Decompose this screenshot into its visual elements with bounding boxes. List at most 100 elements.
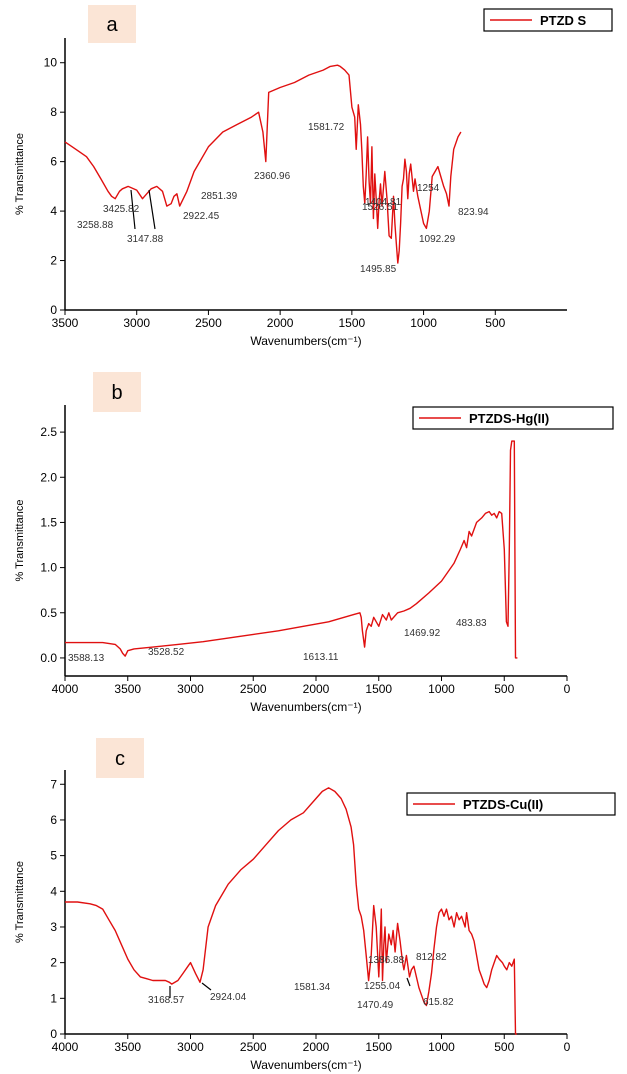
y-tick-label: 2 bbox=[50, 254, 57, 268]
x-tick-label: 2000 bbox=[303, 1040, 330, 1054]
x-axis-label: Wavenumbers(cm⁻¹) bbox=[250, 334, 361, 348]
x-axis-label: Wavenumbers(cm⁻¹) bbox=[250, 700, 361, 714]
x-tick-label: 4000 bbox=[52, 1040, 79, 1054]
y-axis-label: % Transmittance bbox=[14, 861, 26, 943]
x-tick-label: 1000 bbox=[428, 1040, 455, 1054]
peak-label-1581-72: 1581.72 bbox=[308, 122, 345, 133]
peak-label-3258-88: 3258.88 bbox=[77, 220, 114, 231]
annotation-leader-line bbox=[201, 982, 212, 991]
spectrum-line-a bbox=[64, 64, 462, 264]
y-tick-label: 2.0 bbox=[40, 470, 57, 484]
panel-c: c 0 1 2 3 4 5 6 7 4000 3500 3000 2500 2000 1500 1000 500… bbox=[14, 738, 616, 1072]
y-tick-label: 4 bbox=[50, 884, 57, 898]
x-tick-label: 3500 bbox=[52, 316, 79, 330]
y-tick-label: 1.0 bbox=[40, 561, 57, 575]
y-tick-label: 0 bbox=[50, 1027, 57, 1041]
x-tick-label: 4000 bbox=[52, 682, 79, 696]
peak-label-3528-52: 3528.52 bbox=[148, 647, 185, 658]
y-tick-label: 3 bbox=[50, 920, 57, 934]
x-tick-label: 2500 bbox=[195, 316, 222, 330]
peak-label-823-94: 823.94 bbox=[458, 207, 489, 218]
x-tick-label: 2500 bbox=[240, 682, 267, 696]
y-tick-label: 4 bbox=[50, 204, 57, 218]
peak-label-3147-88: 3147.88 bbox=[127, 234, 164, 245]
panel-a: a 0 2 4 6 8 10 3500 3000 2500 2000 1500 1000 500 Waven… bbox=[14, 5, 613, 348]
y-tick-label: 0.5 bbox=[40, 606, 57, 620]
x-tick-label: 500 bbox=[485, 316, 505, 330]
x-axis-label: Wavenumbers(cm⁻¹) bbox=[250, 1058, 361, 1072]
spectrum-line-b bbox=[65, 440, 518, 659]
peak-label-812-82: 812.82 bbox=[416, 952, 447, 963]
y-axis-label: % Transmittance bbox=[14, 500, 26, 582]
x-tick-label: 500 bbox=[494, 1040, 514, 1054]
x-tick-label: 1500 bbox=[365, 1040, 392, 1054]
peak-label-3588-13: 3588.13 bbox=[68, 653, 105, 664]
peak-label-2922-45: 2922.45 bbox=[183, 211, 220, 222]
peak-label-3168-57: 3168.57 bbox=[148, 995, 185, 1006]
y-tick-label: 1.5 bbox=[40, 515, 57, 529]
legend-label: PTZDS-Cu(II) bbox=[463, 797, 543, 812]
peak-label-1469-92: 1469.92 bbox=[404, 628, 441, 639]
y-tick-label: 7 bbox=[50, 777, 57, 791]
peak-label-2924-04: 2924.04 bbox=[210, 992, 247, 1003]
legend-box bbox=[406, 792, 616, 816]
peak-label-483-83: 483.83 bbox=[456, 618, 487, 629]
peak-label-1092-29: 1092.29 bbox=[419, 234, 456, 245]
annotation-leader-line bbox=[406, 977, 411, 987]
x-tick-label: 3000 bbox=[123, 316, 150, 330]
x-tick-label: 3500 bbox=[114, 1040, 141, 1054]
peak-label-615-82: 615.82 bbox=[423, 997, 454, 1008]
y-tick-label: 1 bbox=[50, 991, 57, 1005]
x-tick-label: 3500 bbox=[114, 682, 141, 696]
x-tick-label: 2000 bbox=[303, 682, 330, 696]
x-tick-label: 0 bbox=[564, 682, 571, 696]
peak-label-2851-39: 2851.39 bbox=[201, 191, 238, 202]
annotation-leader-line bbox=[148, 189, 156, 230]
y-tick-label: 2 bbox=[50, 956, 57, 970]
panel-letter-box bbox=[93, 372, 141, 412]
peak-label-3425-82: 3425.82 bbox=[103, 204, 140, 215]
legend-label: PTZD S bbox=[540, 13, 587, 28]
peak-label-1526-51: 1526.51 bbox=[362, 202, 399, 213]
y-tick-label: 8 bbox=[50, 105, 57, 119]
y-tick-label: 6 bbox=[50, 813, 57, 827]
peak-label-1404-81: 1404.81 bbox=[365, 197, 402, 208]
panel-letter: c bbox=[115, 748, 125, 770]
x-tick-label: 1000 bbox=[410, 316, 437, 330]
peak-label-1254: 1254 bbox=[417, 183, 440, 194]
x-tick-label: 1500 bbox=[365, 682, 392, 696]
x-tick-label: 3000 bbox=[177, 682, 204, 696]
panel-letter-box bbox=[96, 738, 144, 778]
legend-label: PTZDS-Hg(II) bbox=[469, 411, 549, 426]
x-tick-label: 3000 bbox=[177, 1040, 204, 1054]
peak-label-1470-49: 1470.49 bbox=[357, 1000, 394, 1011]
y-tick-label: 0 bbox=[50, 303, 57, 317]
peak-label-1613-11: 1613.11 bbox=[303, 652, 339, 663]
peak-label-1255-04: 1255.04 bbox=[364, 981, 401, 992]
y-axis-label: % Transmittance bbox=[14, 133, 26, 215]
legend-box bbox=[483, 8, 613, 32]
x-tick-label: 2000 bbox=[267, 316, 294, 330]
peak-label-1386-88: 1386.88 bbox=[368, 955, 405, 966]
y-tick-label: 2.5 bbox=[40, 425, 57, 439]
panel-b: b 0.0 0.5 1.0 1.5 2.0 2.5 4000 3500 3000 2500 2000 1… bbox=[14, 372, 614, 714]
x-tick-label: 1500 bbox=[339, 316, 366, 330]
panel-letter-box bbox=[88, 5, 136, 43]
legend-box bbox=[412, 406, 614, 430]
spectrum-line-c bbox=[65, 787, 517, 1035]
y-tick-label: 0.0 bbox=[40, 651, 57, 665]
y-tick-label: 5 bbox=[50, 849, 57, 863]
peak-label-1495-85: 1495.85 bbox=[360, 264, 397, 275]
x-tick-label: 2500 bbox=[240, 1040, 267, 1054]
y-tick-label: 6 bbox=[50, 155, 57, 169]
x-tick-label: 500 bbox=[494, 682, 514, 696]
annotation-leader-line bbox=[130, 189, 136, 230]
peak-label-2360-96: 2360.96 bbox=[254, 171, 291, 182]
peak-label-1581-34: 1581.34 bbox=[294, 982, 331, 993]
y-tick-label: 10 bbox=[44, 56, 58, 70]
x-tick-label: 1000 bbox=[428, 682, 455, 696]
panel-letter: a bbox=[106, 14, 118, 36]
x-tick-label: 0 bbox=[564, 1040, 571, 1054]
panel-letter: b bbox=[111, 382, 122, 404]
